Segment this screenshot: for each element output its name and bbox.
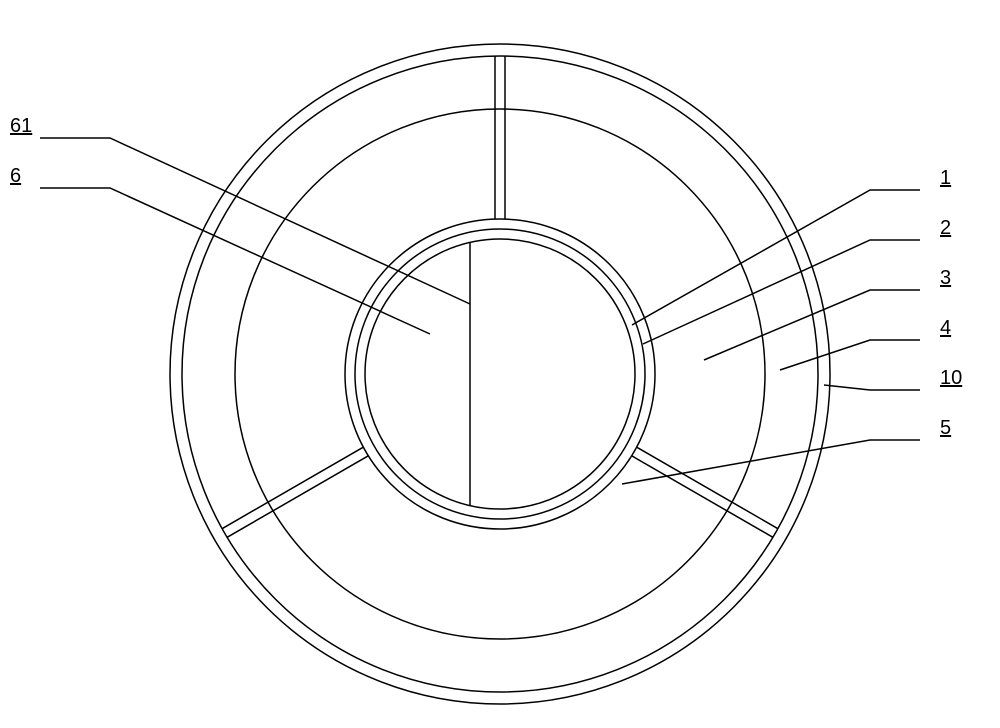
label-61: 61 (10, 115, 32, 137)
leader-1 (632, 190, 920, 325)
ring-2 (235, 109, 765, 639)
spoke-330 (632, 456, 773, 538)
label-10: 10 (940, 367, 962, 389)
ring-5 (365, 239, 635, 509)
technical-diagram: 1 2 3 4 10 5 61 6 (0, 0, 1000, 728)
leader-61 (40, 138, 470, 304)
leader-2 (643, 240, 920, 344)
ring-1 (182, 56, 818, 692)
ring-0 (170, 44, 830, 704)
label-6: 6 (10, 165, 21, 187)
leader-4 (780, 340, 920, 370)
label-2: 2 (940, 217, 951, 239)
label-4: 4 (940, 317, 951, 339)
leader-10 (824, 385, 920, 390)
ring-4 (355, 229, 645, 519)
label-3: 3 (940, 267, 951, 289)
ring-3 (345, 219, 655, 529)
label-5: 5 (940, 417, 951, 439)
label-1: 1 (940, 167, 951, 189)
spoke-210 (222, 447, 363, 529)
leader-6 (40, 188, 430, 334)
spoke-210 (227, 456, 368, 538)
leader-5 (622, 440, 920, 484)
